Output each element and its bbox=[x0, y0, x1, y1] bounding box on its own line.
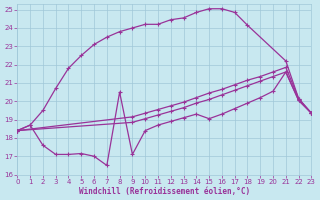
X-axis label: Windchill (Refroidissement éolien,°C): Windchill (Refroidissement éolien,°C) bbox=[79, 187, 250, 196]
